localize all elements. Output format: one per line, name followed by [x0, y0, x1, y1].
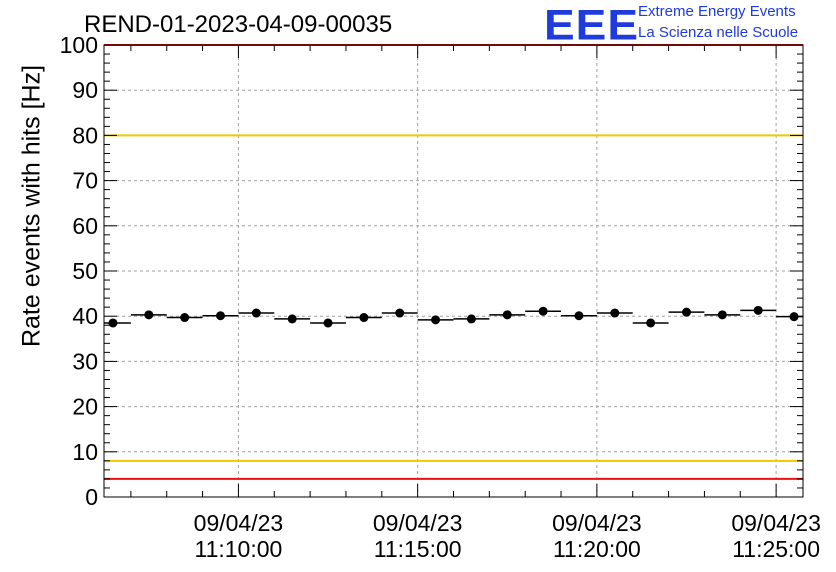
x-tick-label-date: 09/04/23: [552, 510, 642, 536]
y-tick-label: 0: [85, 484, 98, 510]
chart-title: REND-01-2023-04-09-00035: [84, 11, 393, 38]
y-tick-label: 40: [72, 303, 98, 329]
x-tick-label-time: 11:15:00: [374, 536, 462, 562]
data-point: [753, 305, 763, 315]
logo-mark: EEE: [544, 0, 640, 49]
data-point: [646, 318, 656, 328]
data-point: [287, 314, 297, 324]
data-point: [323, 318, 333, 328]
data-point: [466, 314, 476, 324]
data-point: [789, 312, 799, 322]
data-point: [395, 308, 405, 318]
data-point: [682, 307, 691, 317]
data-point: [717, 310, 727, 320]
y-tick-label: 20: [72, 394, 98, 420]
data-point: [144, 310, 154, 320]
data-point: [610, 308, 620, 318]
y-tick-label: 70: [72, 168, 98, 194]
logo-line-2: La Scienza nelle Scuole: [638, 24, 799, 41]
x-tick-label-time: 11:10:00: [195, 536, 283, 562]
data-point: [251, 308, 261, 318]
x-tick-label-time: 11:25:00: [732, 536, 820, 562]
x-tick-label-date: 09/04/23: [194, 510, 284, 536]
y-tick-label: 80: [72, 122, 98, 148]
x-tick-label-date: 09/04/23: [373, 510, 463, 536]
y-tick-label: 10: [72, 439, 98, 465]
x-tick-label-date: 09/04/23: [731, 510, 821, 536]
data-point: [574, 311, 584, 321]
x-tick-label-time: 11:20:00: [553, 536, 641, 562]
data-point: [431, 315, 441, 325]
logo-line-1: Extreme Energy Events: [638, 3, 796, 20]
y-tick-label: 50: [72, 258, 98, 284]
data-point: [502, 310, 512, 320]
y-tick-label: 100: [60, 32, 98, 58]
y-tick-label: 30: [72, 348, 98, 374]
data-point: [108, 318, 118, 328]
y-tick-label: 90: [72, 77, 98, 103]
y-tick-label: 60: [72, 213, 98, 239]
data-point: [359, 313, 369, 323]
data-point: [538, 306, 548, 316]
data-point: [180, 313, 190, 323]
data-point: [216, 311, 225, 321]
